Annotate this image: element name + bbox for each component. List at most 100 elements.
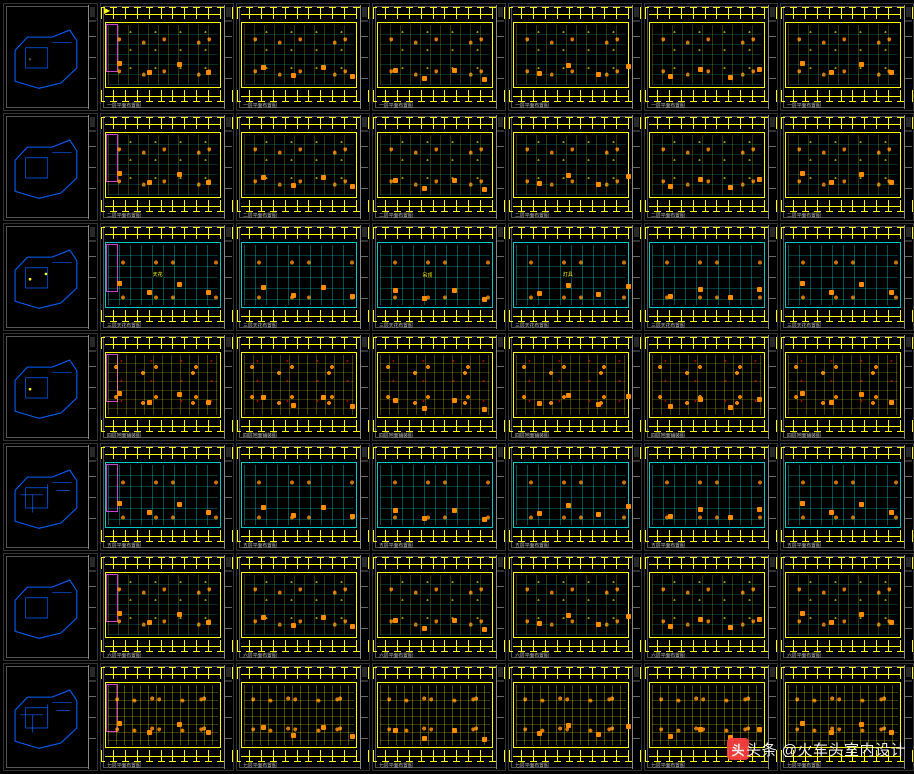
sheet-caption: 五层平面布置图 [107,542,141,549]
sheet-caption: 三层天花布置图 [787,322,821,329]
dimension-ticks-top [509,7,641,21]
furniture-marker [393,728,398,733]
furniture-marker [800,611,805,616]
furniture-marker [859,502,864,507]
furniture-marker [626,394,631,399]
sheet-caption: 四层地面铺装图 [107,432,141,439]
plan-boundary [785,132,901,198]
dimension-ticks-top [101,7,233,21]
key-plan-panel [3,443,98,551]
sheet-caption: 三层天花布置图 [651,322,685,329]
furniture-marker [626,284,631,289]
plan-content [788,25,898,85]
sheet-caption: 六层平面布置图 [515,652,549,659]
plan-boundary [105,132,221,198]
dimension-ticks-top [781,447,913,461]
dimension-ticks-top [373,117,505,131]
furniture-marker [728,185,733,190]
dimension-ticks-top [781,557,913,571]
plan-boundary [377,352,493,418]
sheet-caption: 六层平面布置图 [651,652,685,659]
furniture-marker [147,510,152,515]
floor-plan-sheet: 二层平面布置图 [644,113,778,221]
furniture-marker [889,510,894,515]
dimension-ticks-top [645,557,777,571]
furniture-marker [206,400,211,405]
furniture-marker [626,724,631,729]
floor-plan-sheet: 五层平面布置图 [236,443,370,551]
furniture-marker [800,281,805,286]
plan-content [244,25,354,85]
title-block [88,225,96,329]
furniture-marker [596,512,601,517]
furniture-marker [757,67,762,72]
floor-plan-sheet: 二层平面布置图 [100,113,234,221]
plan-boundary [377,572,493,638]
furniture-marker [668,184,673,189]
title-block [632,5,640,109]
title-block [360,225,368,329]
floor-plan-sheet: 一层平面布置图 [644,3,778,111]
furniture-marker [350,734,355,739]
furniture-marker [829,730,834,735]
dimension-ticks-top [237,557,369,571]
floor-plan-sheet: 天花三层天花布置图 [100,223,234,331]
furniture-marker [177,502,182,507]
cad-sheet-grid: ▶一层平面布置图一层平面布置图一层平面布置图一层平面布置图一层平面布置图一层平面… [0,0,914,774]
plan-content [380,245,490,305]
sheet-caption: 二层平面布置图 [515,212,549,219]
sheet-caption: 四层地面铺装图 [651,432,685,439]
furniture-marker [350,294,355,299]
key-plan-shape [8,118,83,216]
dimension-ticks-top [373,557,505,571]
dimension-ticks-top [781,117,913,131]
title-block [496,445,504,549]
furniture-marker [321,285,326,290]
plan-content [516,575,626,635]
furniture-marker [452,508,457,513]
furniture-marker [422,186,427,191]
plan-content [108,685,218,745]
plan-boundary [377,682,493,748]
dimension-ticks-top [237,227,369,241]
furniture-marker [482,737,487,742]
title-block [224,5,232,109]
floor-plan-sheet: 四层地面铺装图 [236,333,370,441]
dimension-ticks-top [781,227,913,241]
furniture-marker [829,620,834,625]
key-plan-shape [8,448,83,546]
furniture-marker [482,77,487,82]
furniture-marker [393,618,398,623]
sheet-caption: 五层平面布置图 [651,542,685,549]
furniture-marker [889,400,894,405]
dimension-ticks-top [101,667,233,681]
furniture-marker [147,70,152,75]
sheet-caption: 六层平面布置图 [787,652,821,659]
furniture-marker [537,71,542,76]
furniture-marker [482,517,487,522]
plan-boundary [105,682,221,748]
sheet-caption: 四层地面铺装图 [515,432,549,439]
key-plan-shape [8,668,83,766]
furniture-marker [859,62,864,67]
furniture-marker [728,405,733,410]
furniture-marker [147,400,152,405]
title-block [496,335,504,439]
furniture-marker [668,404,673,409]
plan-content [516,685,626,745]
sheet-caption: 五层平面布置图 [379,542,413,549]
dimension-ticks-top [101,117,233,131]
furniture-marker [668,624,673,629]
furniture-marker [177,392,182,397]
plan-boundary [241,22,357,88]
plan-content [788,685,898,745]
furniture-marker [596,182,601,187]
furniture-marker [393,288,398,293]
furniture-marker [537,731,542,736]
furniture-marker [800,61,805,66]
sheet-caption: 七层平面布置图 [515,762,549,769]
plan-content [516,135,626,195]
title-block [360,5,368,109]
furniture-marker [321,505,326,510]
sheet-caption: 七层平面布置图 [651,762,685,769]
